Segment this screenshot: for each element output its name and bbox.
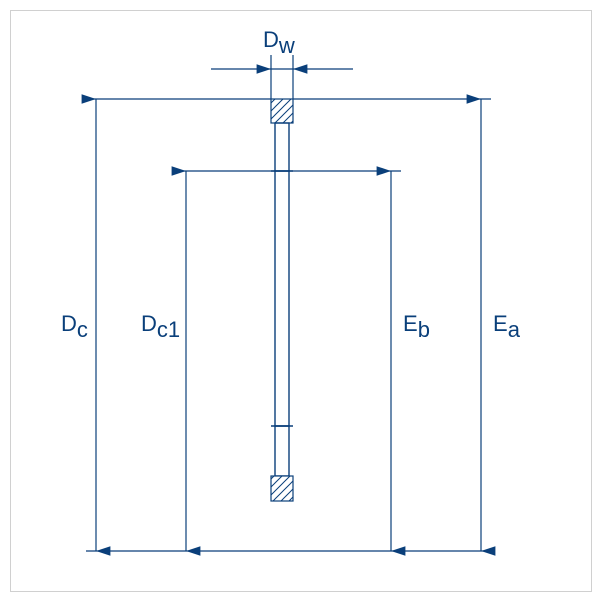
bearing-section [271, 99, 293, 501]
label-Dw: Dw [263, 27, 295, 58]
label-Dc: Dc [61, 311, 88, 342]
cage-top [275, 123, 289, 171]
cage-bottom [275, 426, 289, 476]
dim-Dw: Dw [211, 27, 353, 99]
dim-Eb: Eb [289, 171, 430, 551]
dim-Dc1: Dc1 [141, 171, 275, 551]
label-Eb: Eb [403, 311, 430, 342]
roller-bottom [271, 476, 293, 501]
diagram-frame: Dw Dc Dc1 Eb Ea [10, 10, 592, 592]
label-Ea: Ea [493, 311, 521, 342]
roller-top [271, 99, 293, 123]
diagram-svg: Dw Dc Dc1 Eb Ea [11, 11, 591, 591]
ring-body [275, 171, 289, 426]
label-Dc1: Dc1 [141, 311, 180, 342]
